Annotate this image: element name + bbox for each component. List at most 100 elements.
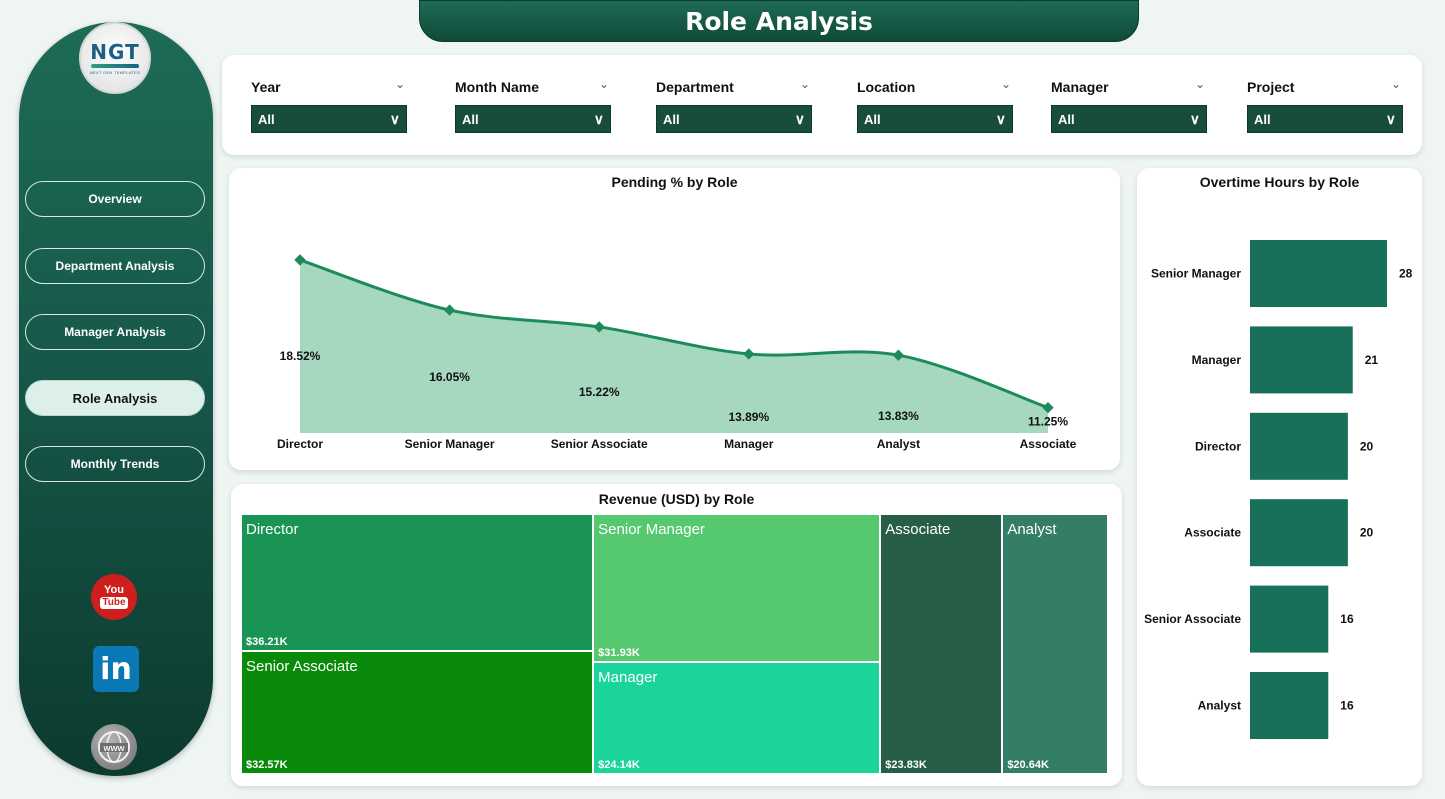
dropdown-arrow-icon: ∨ — [1385, 110, 1396, 127]
youtube-icon[interactable]: You Tube — [91, 574, 137, 620]
sidebar: NGT NEXT GEN TEMPLATES Overview Departme… — [19, 22, 213, 776]
filter-department-label: Department — [656, 79, 734, 95]
pending-x-tick-label: Analyst — [877, 437, 920, 451]
logo-swoosh — [91, 63, 139, 68]
overtime-value-label: 16 — [1340, 699, 1354, 713]
pending-series-line — [299, 258, 1049, 410]
treemap-tile-value: $32.57K — [246, 758, 288, 771]
chevron-down-icon[interactable]: ⌄ — [394, 77, 405, 91]
pending-data-label: 16.05% — [429, 370, 470, 384]
globe-icon: www — [98, 731, 130, 763]
overtime-value-label: 16 — [1340, 612, 1354, 626]
overtime-category-label: Associate — [1184, 526, 1241, 540]
nav-monthly-trends-button[interactable]: Monthly Trends — [25, 446, 205, 482]
pending-by-role-chart: 18.52% Director 16.05% Senior Manager 15.22%… — [277, 254, 1077, 451]
treemap-tile-name: Senior Associate — [246, 657, 358, 675]
treemap-tile-value: $31.93K — [598, 647, 640, 660]
treemap-tile-name: Senior Manager — [598, 521, 705, 538]
youtube-icon-text-bottom: Tube — [100, 597, 128, 609]
year-dropdown-value: All — [258, 111, 275, 127]
treemap-tile-manager: Manager $24.14K — [593, 662, 881, 774]
chevron-down-icon[interactable]: ⌄ — [1194, 77, 1205, 91]
pending-data-label: 18.52% — [280, 349, 321, 363]
filter-month-name: Month Name ⌄ All ∨ — [455, 77, 611, 133]
treemap-tile-name: Analyst — [1007, 521, 1057, 538]
overtime-category-label: Analyst — [1198, 699, 1241, 713]
nav-department-analysis-button[interactable]: Department Analysis — [25, 248, 205, 284]
filter-project: Project ⌄ All ∨ — [1247, 77, 1403, 133]
overtime-bar — [1250, 499, 1348, 567]
filter-month-name-label: Month Name — [455, 79, 539, 95]
pending-data-label: 13.89% — [728, 410, 769, 424]
nav-overview-button[interactable]: Overview — [25, 181, 205, 217]
treemap-tile-associate: Associate $23.83K — [880, 514, 1003, 774]
overtime-category-label: Senior Manager — [1151, 267, 1241, 281]
nav-role-analysis-button[interactable]: Role Analysis — [25, 380, 205, 416]
chevron-down-icon[interactable]: ⌄ — [598, 77, 609, 91]
dropdown-arrow-icon: ∨ — [794, 110, 805, 127]
pending-data-label: 15.22% — [579, 385, 620, 399]
overtime-value-label: 28 — [1399, 267, 1413, 281]
overtime-value-label: 20 — [1360, 526, 1374, 540]
revenue-chart-title: Revenue (USD) by Role — [598, 491, 755, 507]
website-globe-icon[interactable]: www — [91, 724, 137, 770]
manager-dropdown-value: All — [1058, 111, 1075, 127]
department-dropdown[interactable]: All ∨ — [656, 105, 812, 133]
manager-dropdown[interactable]: All ∨ — [1051, 105, 1207, 133]
filter-manager: Manager ⌄ All ∨ — [1051, 77, 1207, 133]
overtime-chart-title: Overtime Hours by Role — [1199, 174, 1360, 190]
filter-location: Location ⌄ All ∨ — [857, 77, 1013, 133]
overtime-bar — [1250, 585, 1329, 653]
treemap-tile-senior-manager: Senior Manager $31.93K — [593, 514, 881, 663]
pending-data-point — [1042, 401, 1054, 414]
revenue-treemap: Director $36.21K Senior Associate $32.57K Se… — [241, 514, 1108, 774]
youtube-icon-text-top: You — [104, 584, 124, 596]
linkedin-icon[interactable]: in — [93, 646, 139, 692]
filter-panel: Year ⌄ All ∨ Month Name ⌄ All ∨ Department… — [222, 55, 1422, 155]
treemap-tile-value: $23.83K — [885, 759, 927, 771]
pending-data-point — [443, 304, 456, 316]
treemap-tile-director: Director $36.21K — [241, 514, 594, 651]
pending-data-point — [892, 349, 905, 361]
treemap-tile-value: $20.64K — [1007, 759, 1049, 771]
chevron-down-icon[interactable]: ⌄ — [799, 77, 810, 91]
dropdown-arrow-icon: ∨ — [995, 110, 1006, 127]
svg-text:www: www — [102, 743, 125, 753]
pending-x-tick-label: Associate — [1020, 437, 1077, 451]
overtime-category-label: Manager — [1192, 353, 1242, 367]
filter-year: Year ⌄ All ∨ — [251, 77, 407, 133]
pending-data-label: 11.25% — [1028, 415, 1068, 429]
overtime-category-label: Senior Associate — [1144, 612, 1241, 626]
pending-data-point — [743, 348, 755, 360]
overtime-value-label: 21 — [1365, 353, 1379, 367]
logo-subtext: NEXT GEN TEMPLATES — [89, 69, 141, 75]
year-dropdown[interactable]: All ∨ — [251, 105, 407, 133]
overtime-value-label: 20 — [1360, 439, 1374, 453]
filter-manager-label: Manager — [1051, 79, 1109, 95]
project-dropdown-value: All — [1254, 111, 1271, 127]
overtime-bar — [1250, 240, 1387, 307]
pending-data-label: 13.83% — [878, 409, 919, 423]
pending-x-tick-label: Director — [277, 437, 323, 451]
pending-data-point — [593, 321, 605, 333]
nav-manager-analysis-button[interactable]: Manager Analysis — [25, 314, 205, 350]
treemap-tile-name: Associate — [885, 521, 951, 538]
pending-x-tick-label: Manager — [724, 437, 774, 451]
month-name-dropdown[interactable]: All ∨ — [455, 105, 611, 133]
revenue-by-role-chart-card: Revenue (USD) by Role Director $36.21K Sen… — [231, 484, 1122, 786]
overtime-bar — [1250, 326, 1353, 394]
chevron-down-icon[interactable]: ⌄ — [1000, 77, 1011, 91]
project-dropdown[interactable]: All ∨ — [1247, 105, 1403, 133]
dropdown-arrow-icon: ∨ — [593, 110, 604, 127]
location-dropdown[interactable]: All ∨ — [857, 105, 1013, 133]
company-logo: NGT NEXT GEN TEMPLATES — [79, 22, 151, 94]
filter-location-label: Location — [857, 79, 916, 95]
treemap-tile-name: Manager — [598, 669, 658, 687]
chevron-down-icon[interactable]: ⌄ — [1390, 77, 1401, 91]
treemap-tile-value: $24.14K — [598, 758, 640, 771]
dropdown-arrow-icon: ∨ — [1189, 110, 1200, 127]
treemap-tile-analyst: Analyst $20.64K — [1002, 514, 1108, 774]
linkedin-icon-text: in — [100, 651, 132, 687]
page-title-banner: Role Analysis — [419, 0, 1139, 42]
pending-chart-title: Pending % by Role — [611, 174, 738, 190]
